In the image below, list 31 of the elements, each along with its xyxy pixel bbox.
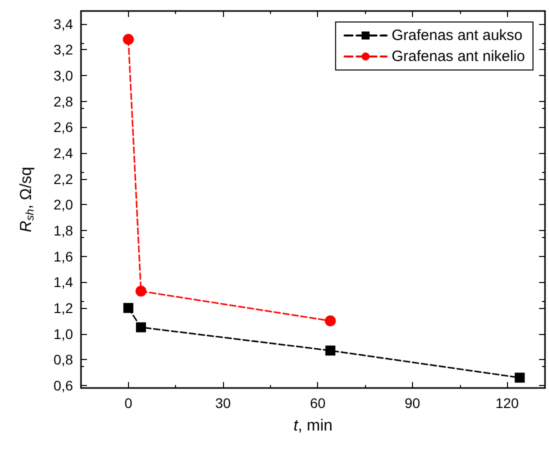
y-tick-label: 1,4 (54, 274, 74, 290)
y-tick-label: 2,0 (54, 196, 74, 213)
point (123, 302, 134, 313)
point (122, 34, 134, 45)
y-tick-label: 3,0 (54, 68, 74, 84)
point (514, 372, 525, 383)
point (135, 286, 146, 297)
legend-label: Grafenas ant nikelio (392, 48, 526, 65)
legend-label: Grafenas ant aukso (392, 27, 523, 44)
point (325, 346, 336, 356)
y-axis-title: Rsh, Ω/sq (18, 166, 36, 232)
point (136, 322, 146, 332)
x-tick-label: 90 (404, 395, 420, 411)
y-tick-label: 3,2 (54, 42, 74, 58)
x-tick-label: 60 (310, 395, 326, 411)
x-tick-label: 0 (124, 395, 132, 411)
x-tick-label: 30 (215, 395, 232, 411)
y-tick-label: 1,2 (54, 300, 74, 316)
y-tick-label: 2,4 (54, 145, 74, 162)
y-tick-label: 0,8 (54, 352, 74, 368)
y-tick-label: 2,6 (54, 119, 74, 136)
point (324, 315, 336, 326)
y-tick-label: 1,6 (54, 248, 74, 264)
x-axis-title: t, min (293, 418, 333, 434)
y-tick-label: 1,8 (54, 222, 74, 238)
y-tick-label: 3,4 (54, 16, 74, 32)
y-tick-label: 0,6 (54, 377, 74, 394)
y-tick-label: 2,2 (54, 170, 74, 187)
y-tick-label: 1,0 (54, 326, 74, 342)
y-tick-label: 2,8 (54, 93, 74, 110)
x-tick-label: 120 (495, 395, 520, 411)
